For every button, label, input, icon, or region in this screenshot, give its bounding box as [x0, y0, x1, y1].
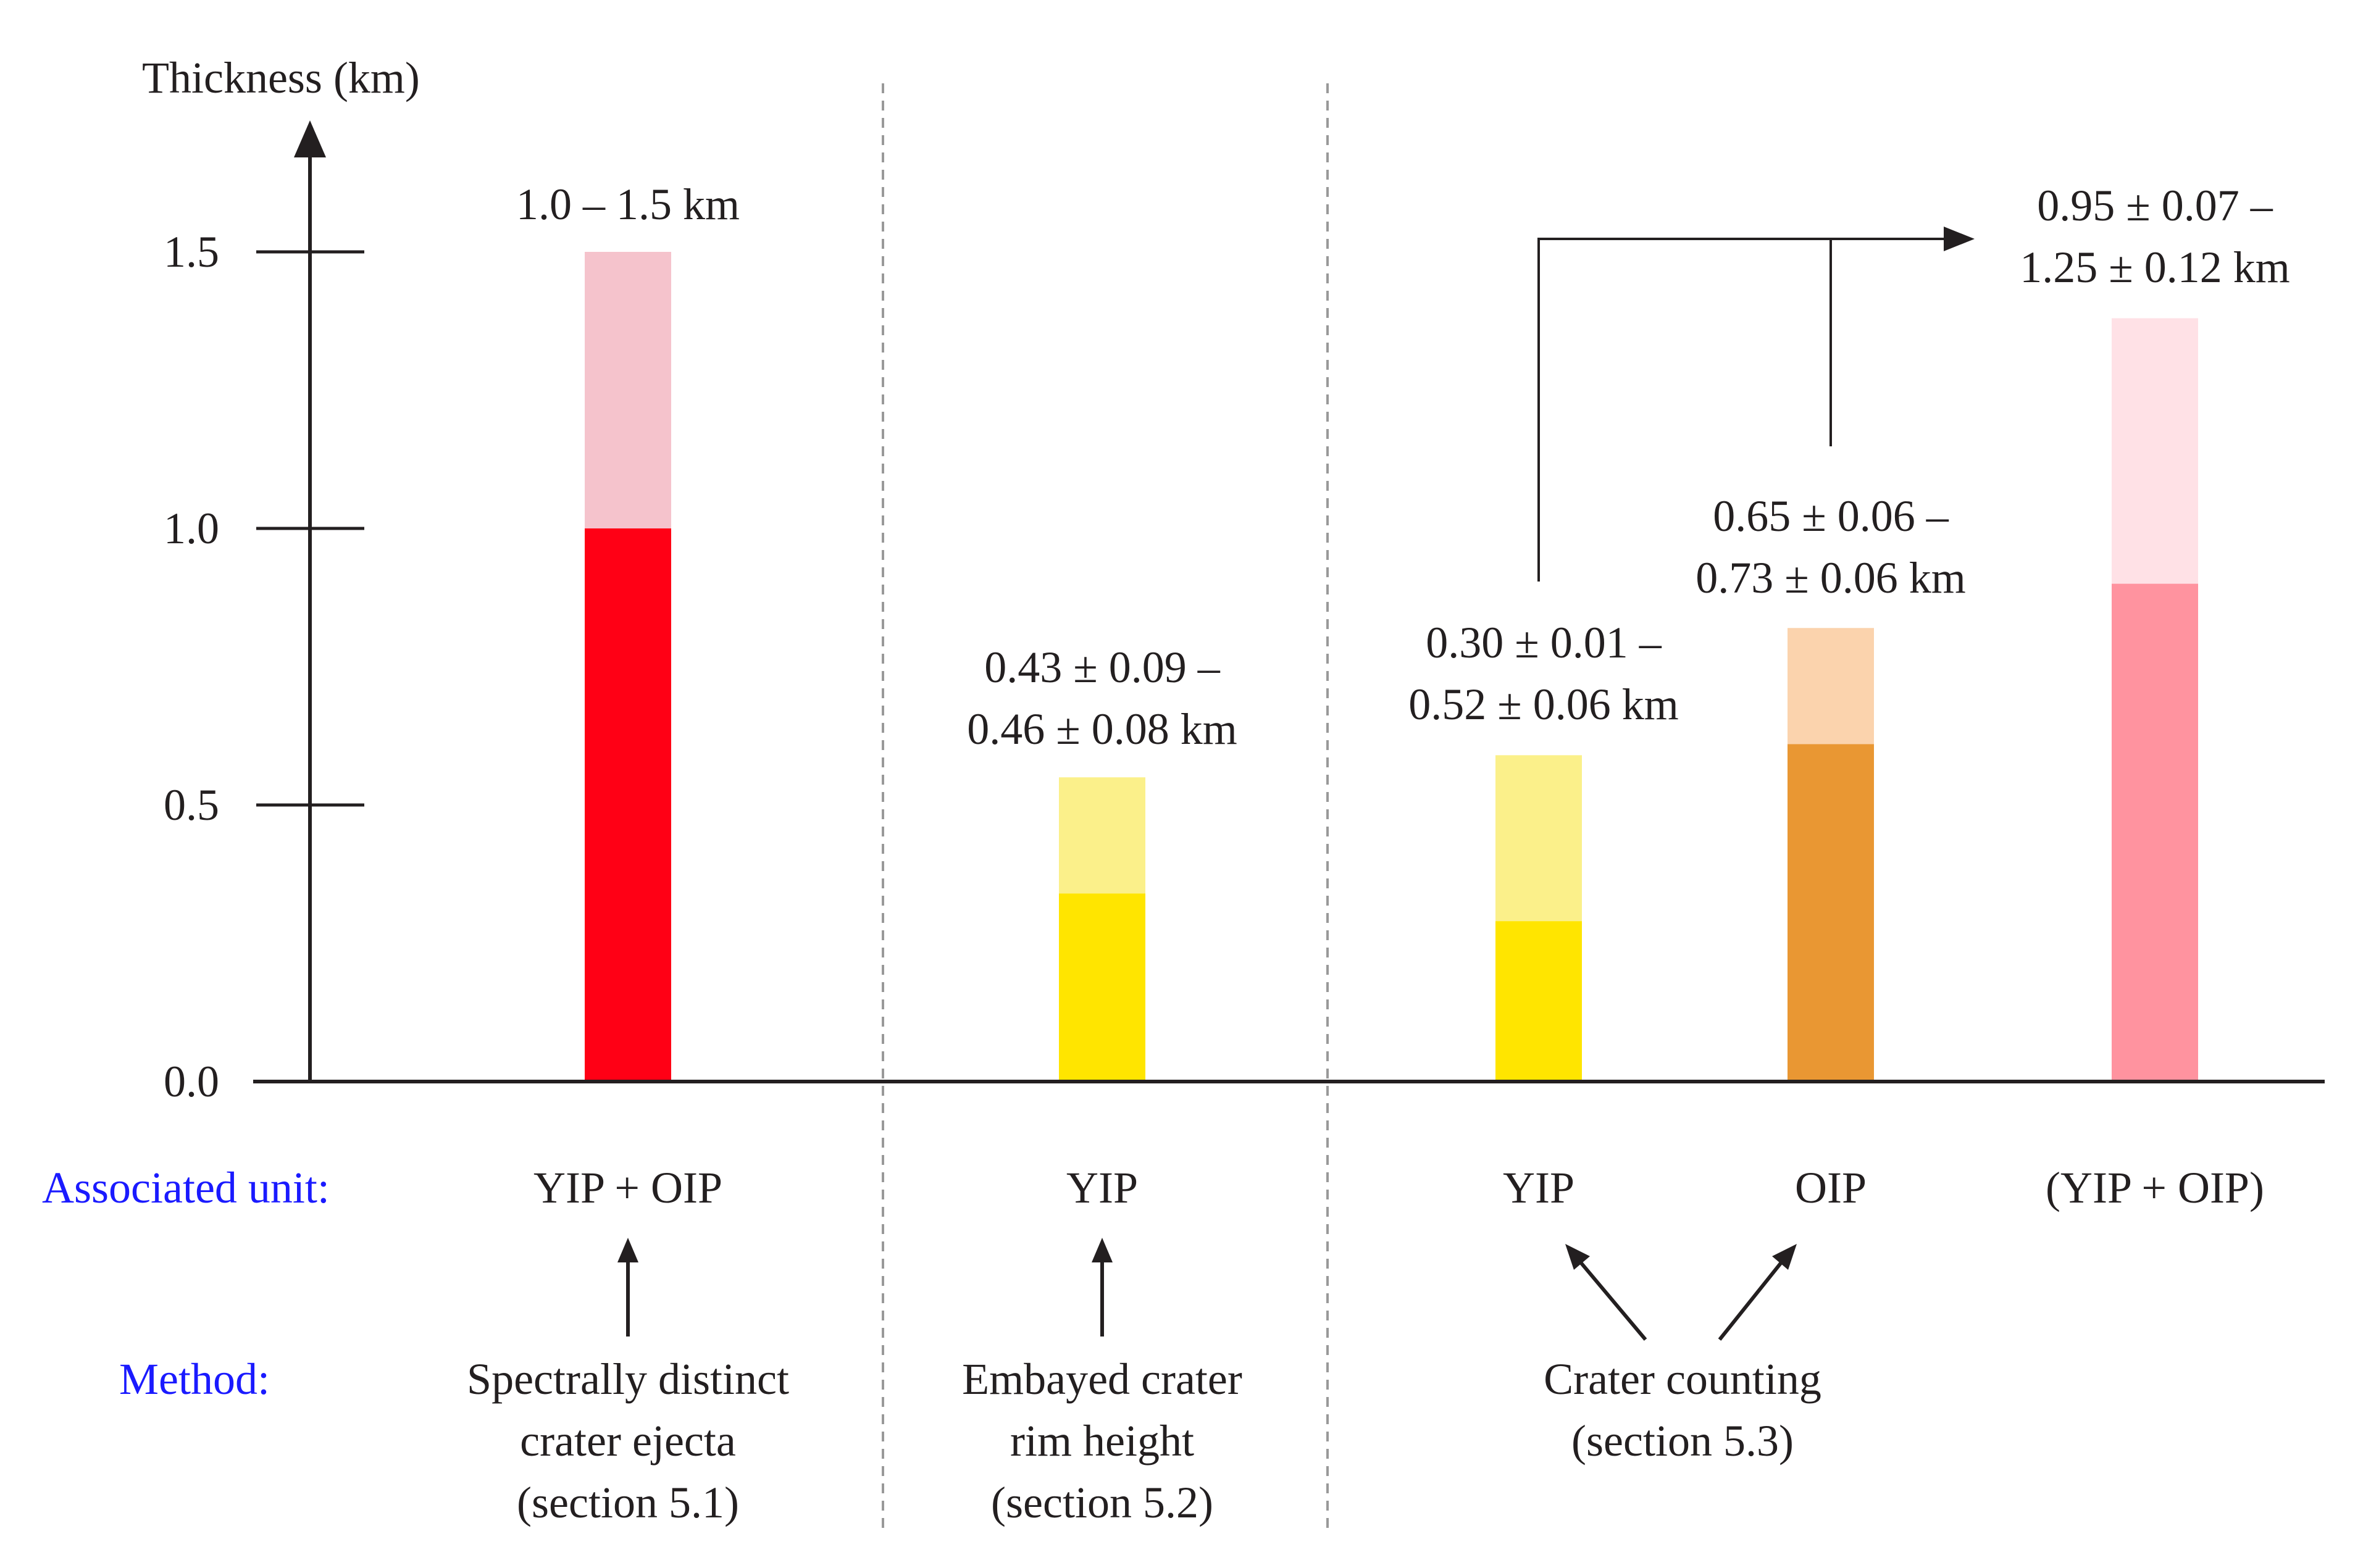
bar-4-upper-range: [2112, 318, 2198, 584]
unit-label-2: YIP: [1503, 1163, 1574, 1212]
bars-layer: [585, 252, 2198, 1082]
method-row-label: Method:: [119, 1354, 270, 1404]
unit-label-1: YIP: [1066, 1163, 1138, 1212]
y-tick-label-0: 0.0: [164, 1057, 219, 1106]
associated-unit-row-label: Associated unit:: [42, 1163, 330, 1212]
bar-0-lower-value: [585, 528, 671, 1082]
bar-3-upper-range: [1788, 628, 1874, 744]
bar-2-range-label-line-0: 0.30 ± 0.01 –: [1426, 618, 1662, 667]
shared-method-label-line-0: Crater counting: [1544, 1354, 1821, 1404]
bar-4-range-label-line-1: 1.25 ± 0.12 km: [2020, 243, 2290, 292]
bar-1-range-label-line-1: 0.46 ± 0.08 km: [967, 704, 1237, 754]
y-axis-label: Thickness (km): [142, 53, 420, 102]
unit-label-4: (YIP + OIP): [2046, 1163, 2264, 1212]
range-labels: 1.0 – 1.5 km 0.43 ± 0.09 – 0.46 ± 0.08 km 0…: [516, 180, 2290, 754]
method-label-0-line-2: (section 5.1): [517, 1478, 739, 1527]
bar-3-lower-value: [1788, 744, 1874, 1082]
method-labels: Spectrally distinct crater ejecta (section…: [467, 1354, 1821, 1527]
unit-label-3: OIP: [1795, 1163, 1867, 1212]
shared-method-label-line-1: (section 5.3): [1571, 1416, 1794, 1466]
method-arrows: [617, 1238, 1797, 1341]
method-label-0-line-0: Spectrally distinct: [467, 1354, 789, 1404]
method-label-1-line-1: rim height: [1010, 1416, 1194, 1466]
y-axis-arrowhead: [294, 120, 326, 157]
bar-4-range-label-line-0: 0.95 ± 0.07 –: [2037, 181, 2273, 230]
method-label-0-line-1: crater ejecta: [520, 1416, 736, 1466]
bar-3-range-label-line-0: 0.65 ± 0.06 –: [1713, 491, 1949, 541]
method-label-1-line-2: (section 5.2): [991, 1478, 1213, 1527]
y-ticks: 0.0 0.5 1.0 1.5: [164, 227, 364, 1106]
combination-bracket: [1537, 227, 1975, 582]
y-tick-label-2: 1.0: [164, 504, 219, 553]
bar-4-lower-value: [2112, 583, 2198, 1082]
bar-2-upper-range: [1495, 755, 1582, 922]
bar-2-range-label-line-1: 0.52 ± 0.06 km: [1408, 680, 1679, 729]
bar-1-upper-range: [1059, 777, 1145, 894]
bar-0-upper-range: [585, 252, 671, 528]
unit-labels: YIP + OIP YIP YIP OIP (YIP + OIP): [533, 1163, 2264, 1212]
unit-label-0: YIP + OIP: [533, 1163, 722, 1212]
bar-1-lower-value: [1059, 893, 1145, 1082]
bar-3-range-label-line-1: 0.73 ± 0.06 km: [1696, 553, 1966, 603]
method-label-1-line-0: Embayed crater: [962, 1354, 1242, 1404]
bar-0-range-label-line-0: 1.0 – 1.5 km: [516, 180, 740, 229]
y-tick-label-3: 1.5: [164, 227, 219, 277]
y-tick-label-1: 0.5: [164, 780, 219, 830]
bar-2-lower-value: [1495, 921, 1582, 1082]
bar-1-range-label-line-0: 0.43 ± 0.09 –: [984, 643, 1221, 692]
